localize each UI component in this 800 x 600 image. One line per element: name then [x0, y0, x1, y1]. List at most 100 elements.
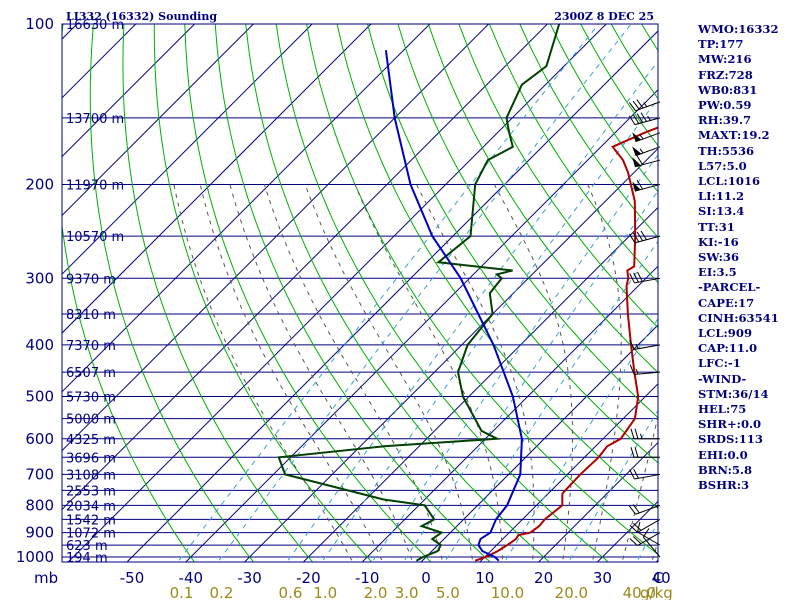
mixing-ratio-line: [636, 521, 658, 562]
dry-adiabat: [184, 24, 432, 562]
pressure-tick-label: 700: [25, 465, 54, 483]
index-line: LCL:1016: [698, 174, 761, 189]
pressure-tick-label: 400: [25, 336, 54, 354]
height-label: 10570 m: [66, 230, 124, 245]
mixing-ratio-tick-label: 20.0: [555, 584, 588, 600]
valid-time: 2300Z 8 DEC 25: [554, 10, 654, 23]
isotherm-line: [302, 206, 658, 562]
index-line: LFC:-1: [698, 356, 741, 371]
pressure-tick-label: 100: [25, 15, 54, 33]
index-line: BSHR:3: [698, 478, 750, 493]
isotherm-line: [62, 24, 313, 275]
grid-lines: [62, 24, 658, 562]
mixing-ratio-tick-label: 0.1: [170, 584, 194, 600]
dry-adiabat: [336, 24, 658, 510]
wind-barb: [628, 112, 661, 126]
isotherm-line: [537, 441, 658, 562]
index-line: SW:36: [698, 250, 740, 265]
wind-barb: [630, 447, 660, 458]
sounding-traces: [277, 24, 658, 562]
plot-frame: [61, 23, 659, 563]
moist-adiabat: [199, 184, 384, 562]
index-line: SHR+:0.0: [698, 417, 762, 432]
height-label: 16630 m: [66, 18, 124, 33]
isotherm-line: [62, 24, 137, 99]
isotherm-line: [479, 383, 658, 562]
height-label: 3108 m: [66, 468, 116, 483]
mixing-ratio-tick-label: 3.0: [395, 584, 419, 600]
dry-adiabat: [366, 24, 658, 464]
index-line: -PARCEL-: [698, 280, 761, 295]
dry-adiabat: [488, 24, 658, 284]
wind-barb: [629, 364, 661, 375]
moist-adiabat: [263, 184, 444, 562]
temperature-tick-label: -40: [179, 569, 204, 587]
wind-barb: [632, 179, 661, 192]
index-line: PW:0.59: [698, 98, 752, 113]
parcel-trace: [384, 50, 523, 562]
moist-adiabat: [587, 184, 622, 562]
height-label: 7370 m: [66, 339, 116, 354]
mixing-ratio-tick-label: 0.6: [279, 584, 303, 600]
height-label: 6507 m: [66, 366, 116, 381]
isotherm-line: [126, 30, 658, 562]
mixing-ratio-line: [217, 24, 632, 562]
isotherm-line: [62, 24, 490, 452]
moist-adiabat: [173, 184, 354, 562]
height-label: 623 m: [66, 539, 108, 554]
index-line: LCL:909: [698, 326, 753, 341]
mixing-ratio-tick-label: 2.0: [364, 584, 388, 600]
pressure-tick-label: 500: [25, 388, 54, 406]
index-line: CAPE:17: [698, 295, 755, 310]
mixing-ratio-line: [567, 409, 658, 562]
mixing-ratio-line: [444, 240, 658, 562]
temperature-tick-label: 20: [534, 569, 553, 587]
index-line: STM:36/14: [698, 386, 769, 401]
index-line: SI:13.4: [698, 204, 745, 219]
height-label: 9370 m: [66, 272, 116, 287]
wind-barb: [629, 532, 661, 547]
isotherm-line: [243, 147, 658, 562]
height-label: 5730 m: [66, 391, 116, 406]
height-label: 11970 m: [66, 178, 124, 193]
dry-adiabat: [153, 24, 373, 562]
height-label: 1542 m: [66, 513, 116, 528]
index-line: MAXT:19.2: [698, 128, 770, 143]
mixing-ratio-line: [503, 317, 658, 562]
temperature-tick-label: -30: [237, 569, 262, 587]
isotherm-line: [361, 265, 658, 562]
index-line: WB0:831: [698, 82, 758, 97]
pressure-tick-label: 200: [25, 175, 54, 193]
index-line: EI:3.5: [698, 265, 737, 280]
index-line: TP:177: [698, 37, 744, 52]
dry-adiabat: [427, 24, 658, 374]
height-label: 2034 m: [66, 499, 116, 514]
moist-adiabat: [416, 184, 535, 562]
moist-adiabat: [493, 184, 574, 562]
temperature-tick-label: -50: [120, 569, 145, 587]
dry-adiabat: [89, 24, 255, 562]
index-line: SRDS:113: [698, 432, 763, 447]
dry-adiabat: [519, 24, 658, 239]
height-label: 4325 m: [66, 433, 116, 448]
height-label: 5000 m: [66, 413, 116, 428]
dry-adiabat: [122, 24, 314, 562]
height-label: 1072 m: [66, 527, 116, 542]
mixing-ratio-tick-label: 0.2: [210, 584, 234, 600]
pressure-axis-unit: mb: [34, 569, 58, 587]
temperature-tick-label: -10: [355, 569, 380, 587]
index-line: CAP:11.0: [698, 341, 758, 356]
wind-barb: [628, 230, 661, 244]
index-line: -WIND-: [698, 371, 747, 386]
index-line: CINH:63541: [698, 310, 779, 325]
wind-barb: [629, 271, 661, 284]
index-line: EHI:0.0: [698, 447, 748, 462]
index-line: LI:11.2: [698, 189, 745, 204]
isotherm-line: [62, 24, 549, 511]
wind-barb: [629, 518, 661, 533]
pressure-tick-label: 800: [25, 496, 54, 514]
dewpoint-trace: [277, 24, 561, 562]
isotherm-line: [62, 24, 255, 217]
height-label: 3696 m: [66, 451, 116, 466]
dry-adiabat: [62, 24, 195, 562]
